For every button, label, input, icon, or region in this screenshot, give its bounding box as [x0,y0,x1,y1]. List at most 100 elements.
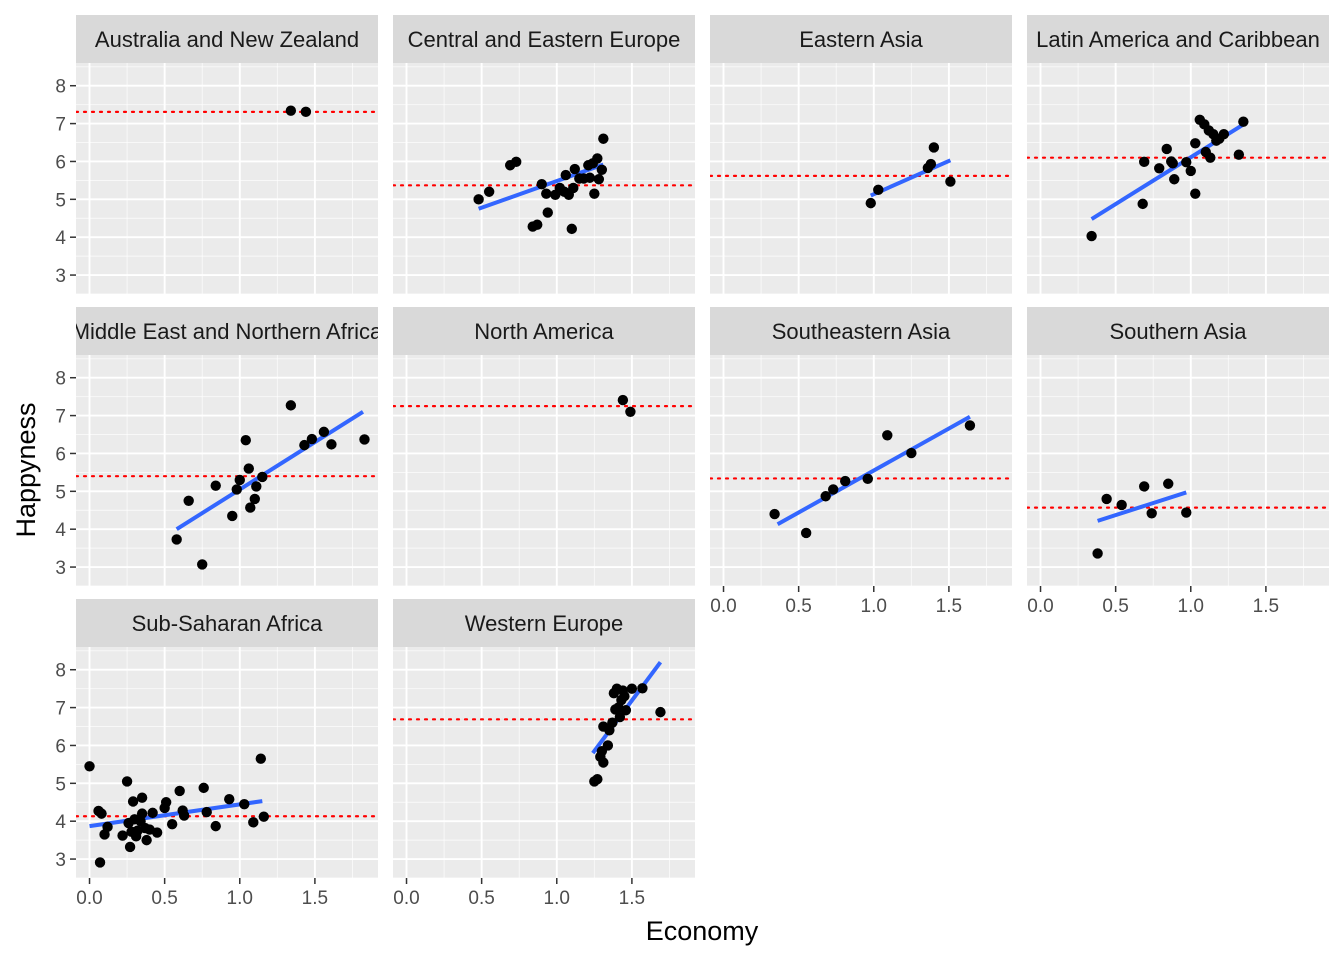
panel-background [710,355,1012,586]
data-point [257,471,268,483]
facet-strip-label: Latin America and Caribbean [1036,27,1320,52]
data-point [240,435,251,446]
data-point [227,510,238,522]
data-point [1161,143,1172,155]
data-point [828,484,839,495]
x-tick-label: 0.5 [151,888,177,909]
data-point [511,156,522,168]
y-tick-label: 7 [55,699,66,720]
data-point [1146,508,1157,519]
data-point [637,683,648,694]
facet-australia-and-new-zealand: Australia and New Zealand 3 4 5 6 7 8 [55,15,378,294]
facet-central-and-eastern-europe: Central and Eastern Europe [393,15,695,294]
facet-strip [393,15,695,63]
x-tick-label: 1.0 [544,888,570,909]
data-point [769,508,780,520]
data-point [210,480,221,491]
data-point [596,164,608,175]
data-point [300,106,312,118]
facet-southeastern-asia: Southeastern Asia 0.0 0.5 1.0 1.5 [710,307,1012,617]
panel-content [76,63,378,294]
data-point [1101,493,1112,505]
data-point [117,830,128,841]
data-point [255,753,267,764]
facet-strip-label: Southern Asia [1110,319,1248,344]
panel-background [76,63,378,294]
panel-content [393,355,695,586]
regression-line [89,799,263,829]
x-tick-label: 0.5 [468,888,494,909]
data-point [589,188,600,199]
facet-strip [710,15,1012,63]
y-tick-label: 3 [55,266,66,287]
x-tick-label: 1.5 [619,888,645,909]
panel-content [393,647,695,878]
panel-background [710,63,1012,294]
data-point [231,484,242,495]
facet-latin-america-and-caribbean: Latin America and Caribbean [1027,15,1329,294]
data-point [569,163,581,175]
data-point [234,474,245,486]
data-point [1181,507,1192,518]
facet-strip [76,599,378,647]
data-point [906,447,917,459]
data-point [136,808,148,819]
x-tick-label: 1.0 [1178,596,1204,617]
data-point [532,219,543,230]
facet-strip-label: Eastern Asia [799,27,923,52]
data-point [560,169,571,181]
data-point [249,493,260,505]
facet-strip [393,599,695,647]
regression-line [869,158,952,198]
data-point [592,153,603,164]
data-point [1205,152,1216,163]
data-point [964,420,976,431]
x-tick-label: 0.5 [1102,596,1128,617]
facet-strip [1027,15,1329,63]
data-point [84,761,95,772]
regression-line [776,414,971,527]
data-point [592,773,603,785]
y-tick-label: 3 [55,850,66,871]
x-tick-label: 0.0 [710,596,736,617]
y-tick-label: 3 [55,558,66,579]
data-point [568,182,579,194]
panel-content [1027,63,1329,294]
data-point [473,194,484,205]
data-point [245,502,256,513]
x-tick-label: 1.5 [936,596,962,617]
data-point [136,792,148,803]
facet-strip-label: Sub-Saharan Africa [132,611,324,636]
facet-strip-label: Middle East and Northern Africa [72,319,383,344]
data-point [625,406,636,418]
y-tick-label: 8 [55,369,66,390]
facet-north-america: North America [393,307,695,586]
y-tick-label: 7 [55,407,66,428]
data-point [800,527,812,539]
data-point [141,834,152,846]
panel-background [393,355,695,586]
data-point [541,188,552,199]
data-point [239,798,250,810]
y-tick-label: 5 [55,190,66,211]
data-point [243,463,254,474]
data-point [210,820,221,832]
data-point [178,810,190,821]
x-tick-label: 0.0 [76,888,102,909]
data-point [171,534,182,545]
data-point [147,807,158,819]
facet-strip [710,307,1012,355]
x-tick-label: 0.5 [785,596,811,617]
data-point [1167,158,1178,169]
y-axis-title: Happyness [11,402,41,537]
data-point [925,158,937,170]
data-point [248,817,259,828]
panel-content [76,355,378,586]
data-point [121,776,133,787]
data-point [166,819,178,830]
data-point [198,782,209,794]
data-point [299,439,310,451]
panel-content [710,355,1012,586]
x-tick-label: 0.0 [1027,596,1053,617]
